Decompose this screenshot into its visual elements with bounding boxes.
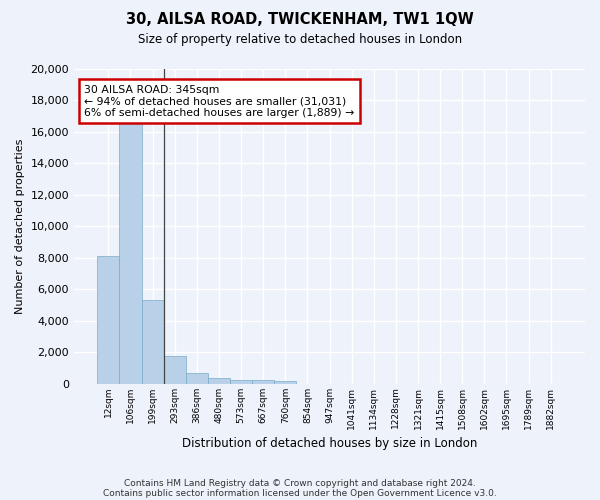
Bar <box>186 372 208 384</box>
Bar <box>252 380 274 384</box>
Text: 30 AILSA ROAD: 345sqm
← 94% of detached houses are smaller (31,031)
6% of semi-d: 30 AILSA ROAD: 345sqm ← 94% of detached … <box>84 84 355 118</box>
Bar <box>164 356 186 384</box>
Bar <box>97 256 119 384</box>
Text: Contains public sector information licensed under the Open Government Licence v3: Contains public sector information licen… <box>103 488 497 498</box>
X-axis label: Distribution of detached houses by size in London: Distribution of detached houses by size … <box>182 437 477 450</box>
Bar <box>230 380 252 384</box>
Text: Size of property relative to detached houses in London: Size of property relative to detached ho… <box>138 32 462 46</box>
Y-axis label: Number of detached properties: Number of detached properties <box>15 138 25 314</box>
Bar <box>142 300 164 384</box>
Text: 30, AILSA ROAD, TWICKENHAM, TW1 1QW: 30, AILSA ROAD, TWICKENHAM, TW1 1QW <box>126 12 474 28</box>
Bar <box>119 122 142 384</box>
Bar <box>208 378 230 384</box>
Bar <box>274 381 296 384</box>
Text: Contains HM Land Registry data © Crown copyright and database right 2024.: Contains HM Land Registry data © Crown c… <box>124 478 476 488</box>
